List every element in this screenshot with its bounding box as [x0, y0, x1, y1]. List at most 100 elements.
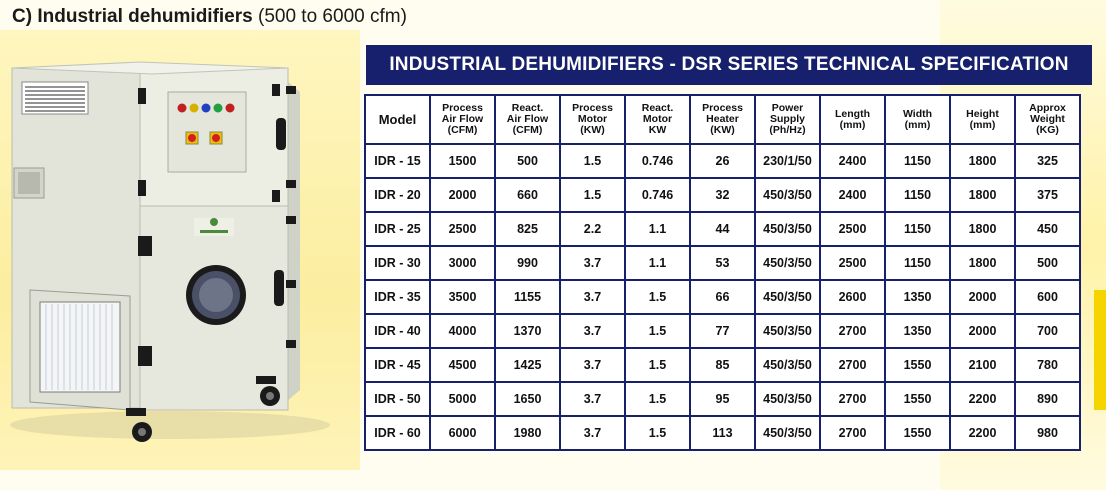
model-cell: IDR - 50 [366, 383, 429, 415]
table-cell: 980 [1016, 417, 1079, 449]
section-title: Industrial dehumidifiers [37, 6, 253, 27]
model-cell: IDR - 15 [366, 145, 429, 177]
table-cell: 1155 [496, 281, 559, 313]
table-cell: 2400 [821, 179, 884, 211]
table-row: IDR - 50 5000 1650 3.7 1.5 95 450/3/50 2700 1550… [366, 383, 1079, 415]
table-cell: 3000 [431, 247, 494, 279]
table-cell: 5000 [431, 383, 494, 415]
table-cell: 450/3/50 [756, 281, 819, 313]
table-cell: 2500 [821, 247, 884, 279]
spec-table-body: IDR - 15 1500 500 1.5 0.746 26 230/1/50 2400 115… [366, 145, 1079, 449]
table-cell: 1.1 [626, 213, 689, 245]
table-cell: 450/3/50 [756, 349, 819, 381]
table-cell: 600 [1016, 281, 1079, 313]
table-cell: 375 [1016, 179, 1079, 211]
table-cell: 230/1/50 [756, 145, 819, 177]
table-cell: 6000 [431, 417, 494, 449]
table-cell: 3.7 [561, 349, 624, 381]
section-range: (500 to 6000 cfm) [258, 6, 407, 27]
table-cell: 2700 [821, 349, 884, 381]
table-cell: 85 [691, 349, 754, 381]
table-cell: 1550 [886, 349, 949, 381]
table-row: IDR - 25 2500 825 2.2 1.1 44 450/3/50 2500 1150 1… [366, 213, 1079, 245]
table-cell: 1425 [496, 349, 559, 381]
table-cell: 2200 [951, 383, 1014, 415]
table-cell: 1350 [886, 281, 949, 313]
table-cell: 1.5 [561, 145, 624, 177]
table-cell: 450/3/50 [756, 315, 819, 347]
section-prefix: C) [12, 6, 33, 27]
table-cell: 1.5 [561, 179, 624, 211]
table-cell: 450/3/50 [756, 247, 819, 279]
column-header: Process Motor (KW) [561, 96, 624, 143]
table-cell: 1980 [496, 417, 559, 449]
table-cell: 2700 [821, 417, 884, 449]
table-cell: 44 [691, 213, 754, 245]
table-cell: 1800 [951, 247, 1014, 279]
table-cell: 77 [691, 315, 754, 347]
column-header: Length (mm) [821, 96, 884, 143]
table-cell: 1650 [496, 383, 559, 415]
table-cell: 32 [691, 179, 754, 211]
model-cell: IDR - 40 [366, 315, 429, 347]
table-cell: 26 [691, 145, 754, 177]
table-cell: 113 [691, 417, 754, 449]
table-cell: 450/3/50 [756, 213, 819, 245]
table-cell: 3.7 [561, 281, 624, 313]
table-cell: 2700 [821, 315, 884, 347]
spec-table: Model Process Air Flow (CFM) React. Air Flow(… [364, 94, 1081, 451]
table-cell: 0.746 [626, 179, 689, 211]
model-cell: IDR - 45 [366, 349, 429, 381]
table-cell: 2400 [821, 145, 884, 177]
table-cell: 1350 [886, 315, 949, 347]
table-row: IDR - 15 1500 500 1.5 0.746 26 230/1/50 2400 115… [366, 145, 1079, 177]
column-header: React. Motor KW [626, 96, 689, 143]
column-header: Height (mm) [951, 96, 1014, 143]
table-cell: 66 [691, 281, 754, 313]
table-cell: 500 [496, 145, 559, 177]
table-cell: 3.7 [561, 417, 624, 449]
table-cell: 700 [1016, 315, 1079, 347]
table-cell: 450/3/50 [756, 417, 819, 449]
table-cell: 1550 [886, 383, 949, 415]
table-cell: 0.746 [626, 145, 689, 177]
model-cell: IDR - 35 [366, 281, 429, 313]
column-header: Approx Weight (KG) [1016, 96, 1079, 143]
spec-banner: INDUSTRIAL DEHUMIDIFIERS - DSR SERIES TE… [366, 45, 1092, 85]
table-cell: 4000 [431, 315, 494, 347]
table-cell: 1800 [951, 145, 1014, 177]
table-cell: 1.5 [626, 349, 689, 381]
side-accent-bar [1094, 290, 1106, 410]
model-cell: IDR - 20 [366, 179, 429, 211]
table-cell: 1150 [886, 213, 949, 245]
table-cell: 4500 [431, 349, 494, 381]
table-cell: 450/3/50 [756, 383, 819, 415]
table-cell: 2000 [431, 179, 494, 211]
table-cell: 1150 [886, 179, 949, 211]
table-cell: 2000 [951, 315, 1014, 347]
table-row: IDR - 45 4500 1425 3.7 1.5 85 450/3/50 2700 1550… [366, 349, 1079, 381]
table-cell: 500 [1016, 247, 1079, 279]
column-header: Model [366, 96, 429, 143]
table-cell: 2000 [951, 281, 1014, 313]
column-header: React. Air Flow (CFM) [496, 96, 559, 143]
table-cell: 1800 [951, 179, 1014, 211]
table-cell: 325 [1016, 145, 1079, 177]
dehumidifier-illustration [10, 61, 330, 442]
table-cell: 660 [496, 179, 559, 211]
column-header: Process Heater (KW) [691, 96, 754, 143]
table-row: IDR - 60 6000 1980 3.7 1.5 113 450/3/50 2700 155… [366, 417, 1079, 449]
table-cell: 2500 [821, 213, 884, 245]
table-cell: 1550 [886, 417, 949, 449]
table-row: IDR - 40 4000 1370 3.7 1.5 77 450/3/50 2700 1350… [366, 315, 1079, 347]
table-cell: 1.5 [626, 315, 689, 347]
table-cell: 450/3/50 [756, 179, 819, 211]
table-cell: 2700 [821, 383, 884, 415]
table-cell: 780 [1016, 349, 1079, 381]
table-cell: 450 [1016, 213, 1079, 245]
column-header: Process Air Flow (CFM) [431, 96, 494, 143]
table-cell: 1370 [496, 315, 559, 347]
model-cell: IDR - 60 [366, 417, 429, 449]
section-heading: C) Industrial dehumidifiers (500 to 6000… [12, 6, 407, 28]
table-cell: 3.7 [561, 247, 624, 279]
